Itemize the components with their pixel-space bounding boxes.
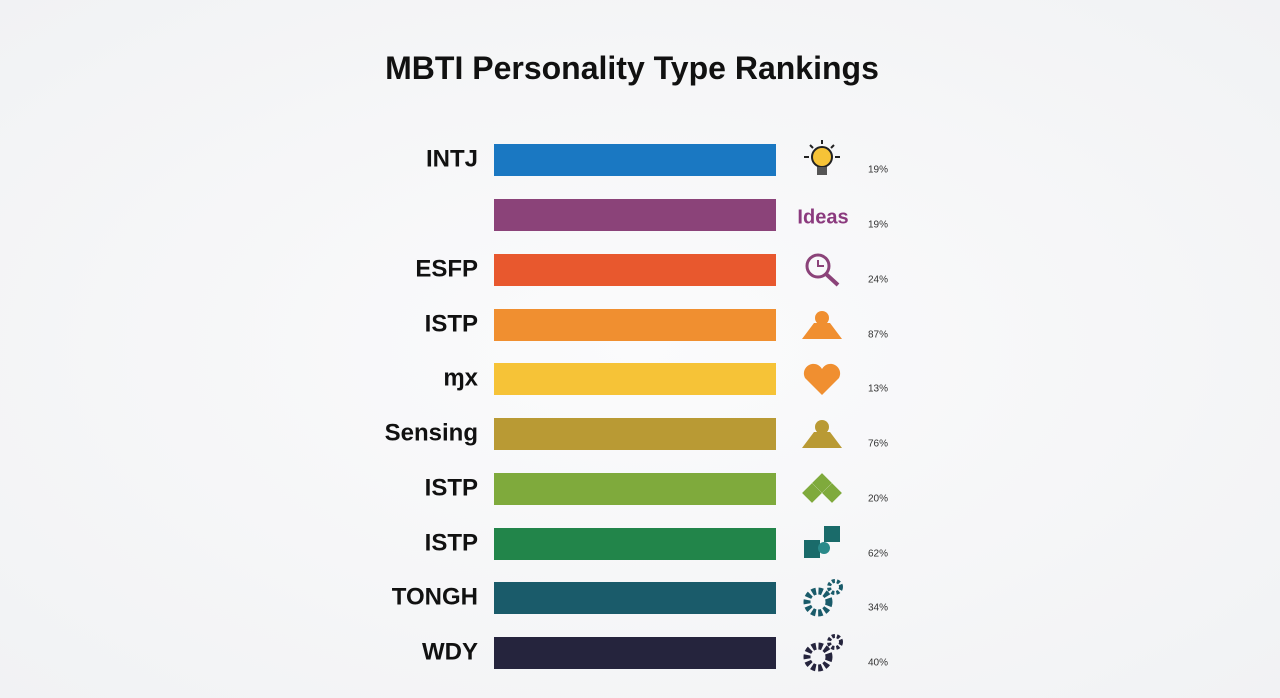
gear: [827, 634, 843, 650]
bar: [494, 582, 776, 614]
percent: 19%: [868, 165, 888, 176]
row: ISTP 87%: [425, 309, 888, 341]
row: TONGH 34%: [392, 579, 888, 617]
percent: 20%: [868, 494, 888, 505]
row-label: Sensing: [385, 419, 478, 446]
row-label: ISTP: [425, 529, 478, 556]
row: INTJ 19%: [426, 140, 888, 176]
head: [815, 420, 829, 434]
bar: [494, 309, 776, 341]
icon-text: Ideas: [797, 206, 848, 228]
handle: [824, 272, 840, 287]
body: [802, 323, 842, 339]
bar: [494, 199, 776, 231]
row-label: WDY: [422, 638, 478, 665]
bar: [494, 528, 776, 560]
diamond: [812, 473, 832, 493]
bar: [494, 418, 776, 450]
dot: [818, 542, 830, 554]
percent: 87%: [868, 330, 888, 341]
row: Sensing 76%: [385, 418, 888, 450]
percent: 62%: [868, 549, 888, 560]
title: MBTI Personality Type Rankings: [385, 50, 879, 86]
diamond: [822, 483, 842, 503]
heart: [803, 363, 841, 395]
row: ISTP 62%: [425, 526, 888, 560]
gear: [803, 642, 833, 672]
diamond: [802, 483, 822, 503]
lens: [805, 253, 831, 279]
percent: 19%: [868, 220, 888, 231]
bar: [494, 363, 776, 395]
row: ESFP 24%: [415, 253, 888, 287]
head: [815, 311, 829, 325]
row-label: ISTP: [425, 474, 478, 501]
row: Ideas 19%: [494, 199, 888, 231]
ray: [830, 144, 835, 149]
bar: [494, 144, 776, 176]
row-label: TONGH: [392, 583, 478, 610]
percent: 76%: [868, 439, 888, 450]
row-label: ISTP: [425, 310, 478, 337]
square: [824, 526, 840, 542]
row-label: INTJ: [426, 145, 478, 172]
row: ISTP 20%: [425, 473, 888, 505]
percent: 34%: [868, 603, 888, 614]
ray: [809, 144, 814, 149]
row: ɱx 13%: [443, 363, 888, 395]
percent: 24%: [868, 275, 888, 286]
bar: [494, 254, 776, 286]
bulb-base: [817, 167, 827, 175]
bulb: [811, 146, 833, 168]
gear: [827, 579, 843, 595]
row-label: ɱx: [443, 364, 478, 391]
percent: 13%: [868, 384, 888, 395]
row-label: ESFP: [415, 255, 478, 282]
bar: [494, 637, 776, 669]
square: [804, 540, 820, 558]
body: [802, 432, 842, 448]
clock: [817, 260, 824, 267]
gear: [803, 587, 833, 617]
row: WDY 40%: [422, 634, 888, 672]
percent: 40%: [868, 658, 888, 669]
bar: [494, 473, 776, 505]
